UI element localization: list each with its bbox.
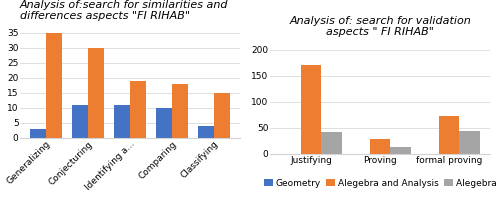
- Bar: [72, 105, 88, 138]
- Bar: [156, 108, 172, 138]
- Bar: [46, 33, 62, 138]
- Bar: [30, 129, 46, 138]
- Bar: [438, 116, 460, 154]
- Bar: [390, 147, 411, 154]
- Bar: [198, 126, 214, 138]
- Bar: [130, 81, 146, 138]
- Bar: [114, 105, 130, 138]
- Title: Analysis of: search for validation
aspects " FI RIHAB": Analysis of: search for validation aspec…: [289, 16, 471, 37]
- Bar: [370, 139, 390, 154]
- Bar: [322, 132, 342, 154]
- Bar: [88, 48, 104, 138]
- Bar: [460, 131, 480, 154]
- Bar: [214, 93, 230, 138]
- Legend: Geometry, Alegebra and Analysis, Alegebra and Analysis: Geometry, Alegebra and Analysis, Alegebr…: [264, 179, 500, 188]
- Bar: [172, 84, 188, 138]
- Text: Analysis of:search for similarities and
differences aspects "FI RIHAB": Analysis of:search for similarities and …: [20, 0, 229, 21]
- Bar: [300, 65, 322, 154]
